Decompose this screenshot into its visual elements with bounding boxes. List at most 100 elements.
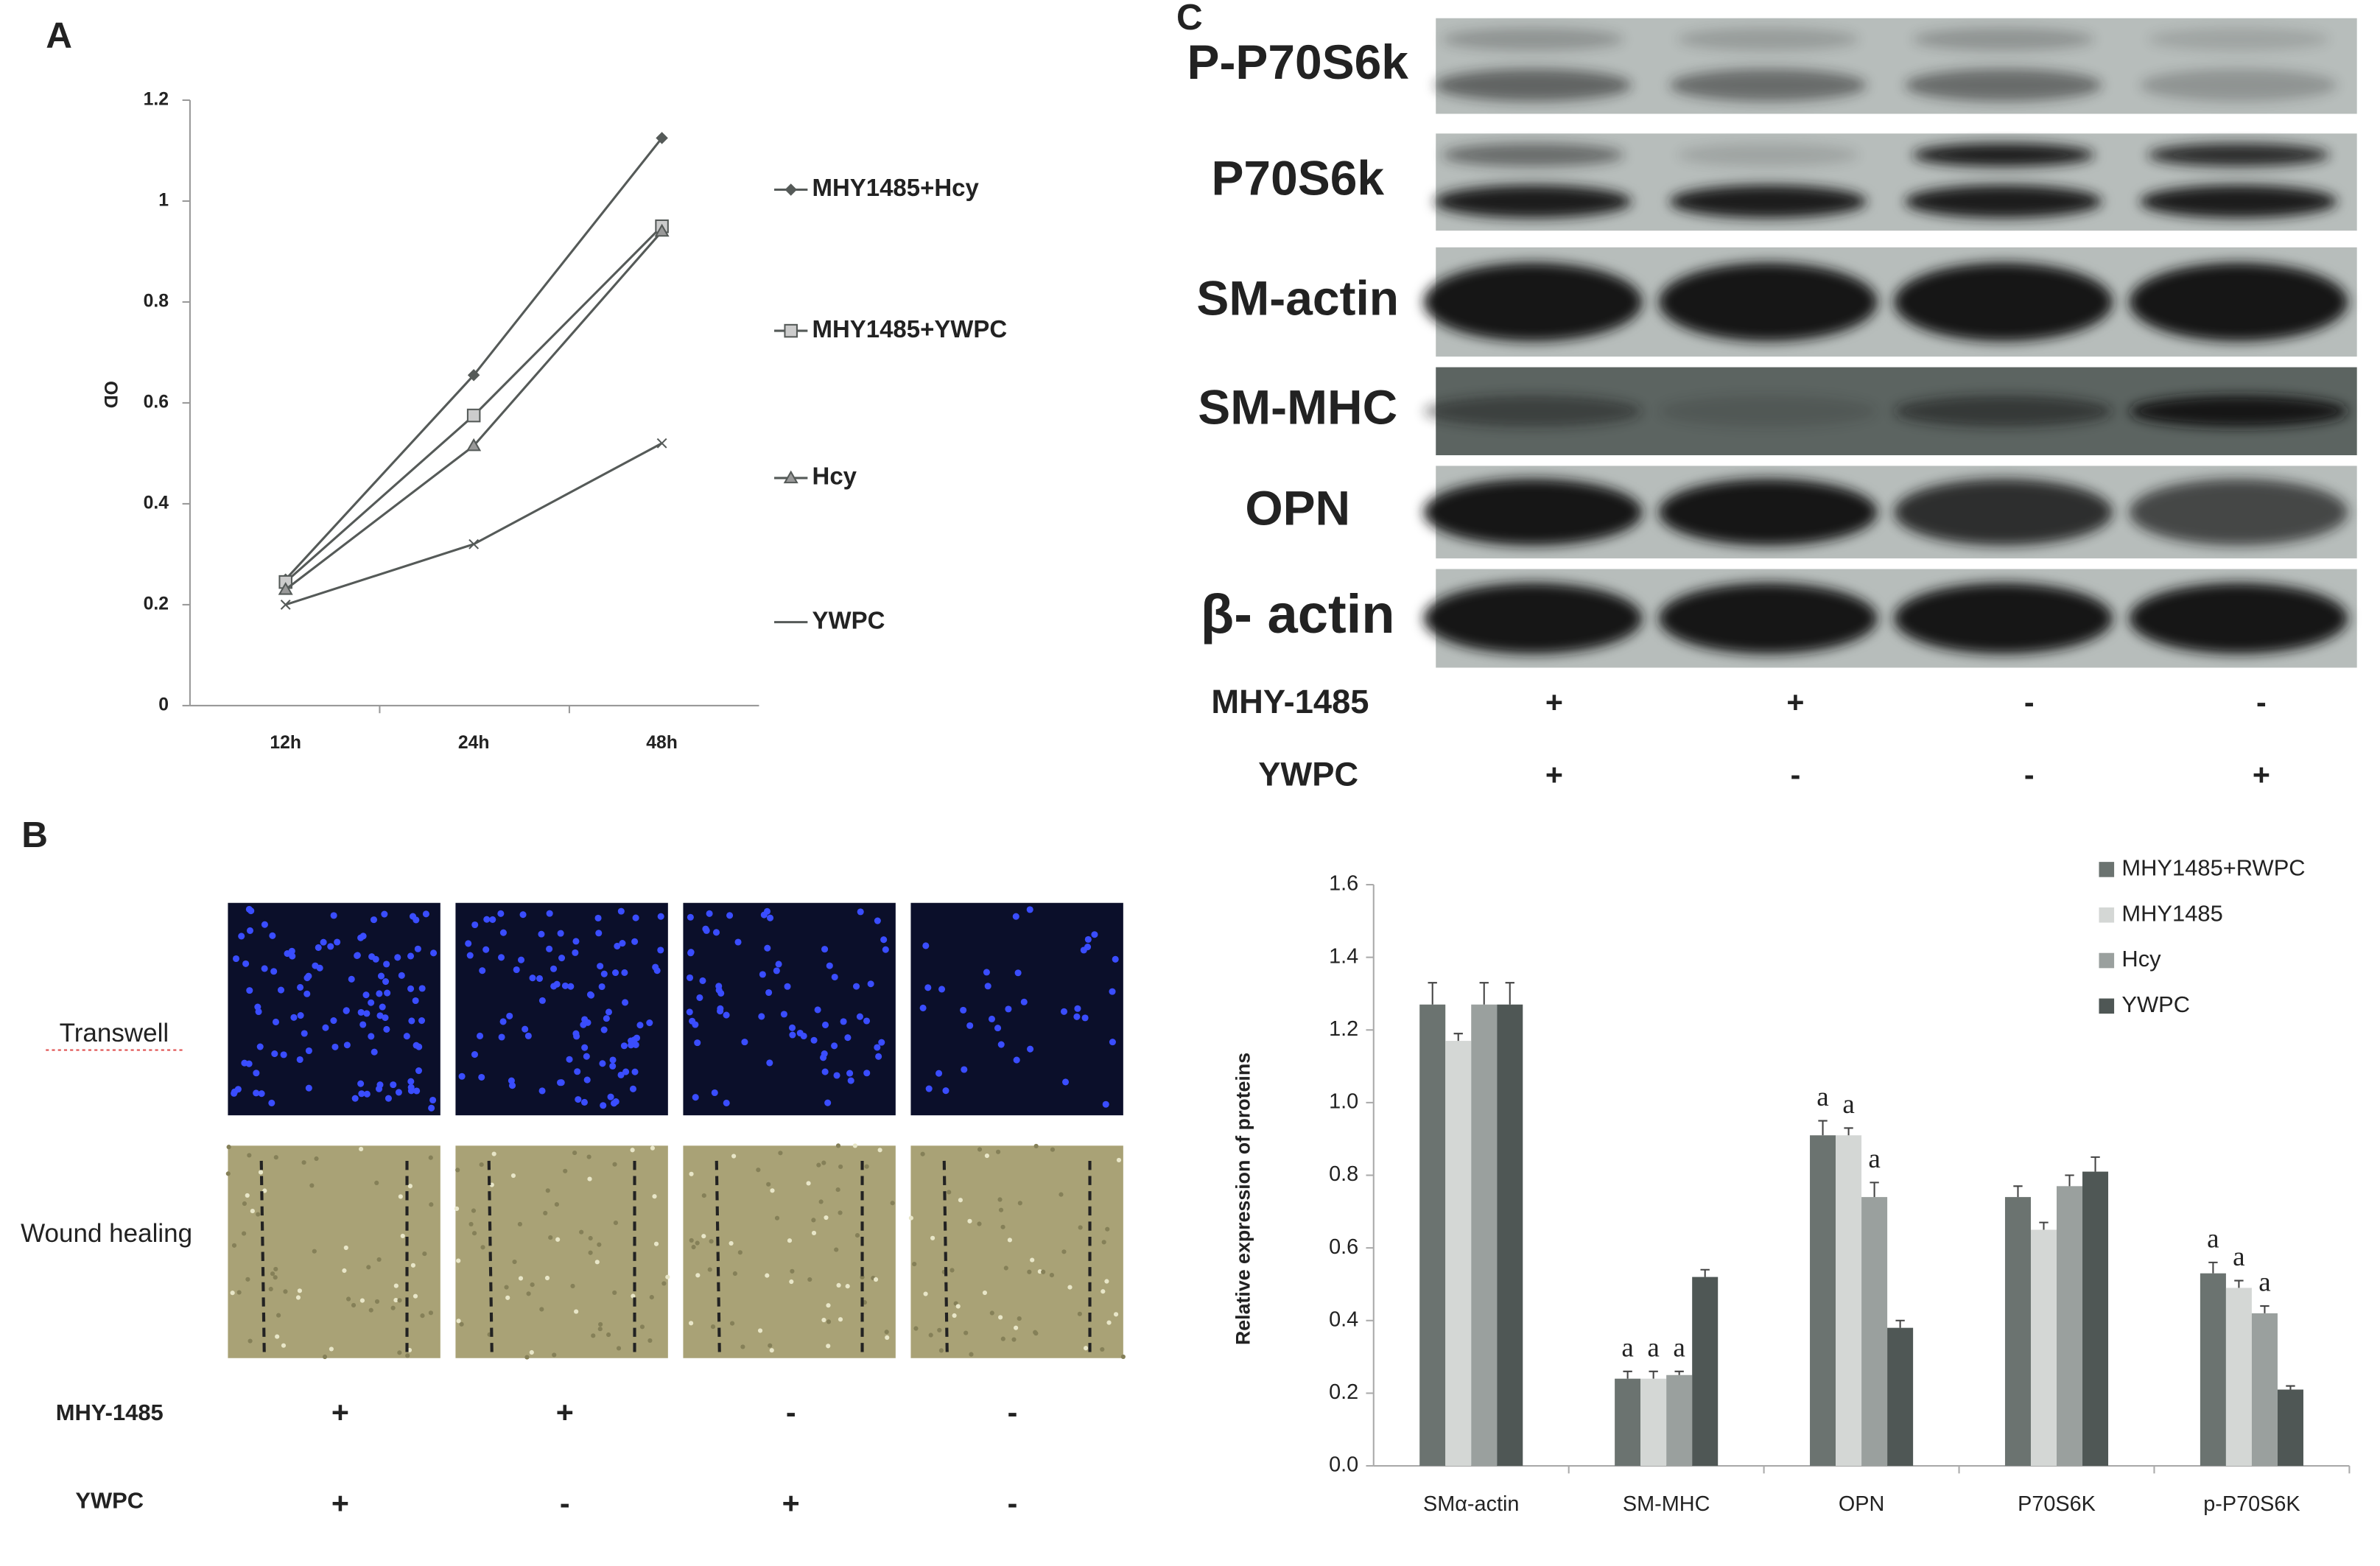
cell	[1011, 1337, 1017, 1342]
cell-nucleus	[403, 1033, 410, 1040]
cell-nucleus	[988, 1015, 996, 1022]
cell	[479, 1162, 484, 1168]
cell-nucleus	[466, 952, 474, 959]
cell	[455, 1168, 460, 1173]
blot-label: β- actin	[1201, 583, 1395, 645]
cell	[737, 1250, 743, 1255]
cell	[756, 1168, 761, 1173]
cell	[400, 1233, 405, 1239]
cell-nucleus	[238, 933, 245, 940]
legend-label: MHY1485+Hcy	[812, 174, 980, 201]
treatment-sign: -	[1008, 1395, 1018, 1429]
cell-nucleus	[407, 1078, 415, 1085]
error-bar	[1818, 1120, 1828, 1136]
cell-nucleus	[1102, 1100, 1109, 1108]
marker	[656, 132, 668, 144]
cell-nucleus	[612, 969, 619, 977]
cell	[342, 1268, 347, 1274]
y-axis-label: Relative expression of proteins	[1232, 1053, 1254, 1345]
cell-nucleus	[595, 930, 603, 937]
cell	[543, 1210, 548, 1215]
cell	[471, 1208, 477, 1213]
cell-nucleus	[758, 1013, 765, 1020]
cell	[695, 1240, 700, 1246]
bar	[2251, 1313, 2278, 1467]
cell-nucleus	[413, 1087, 421, 1095]
cell-nucleus	[1073, 1013, 1081, 1020]
cell-nucleus	[580, 1098, 588, 1106]
cell	[397, 1298, 402, 1303]
annotation: a	[2207, 1224, 2219, 1254]
cell-nucleus	[572, 1030, 580, 1037]
blot-label: OPN	[1245, 481, 1350, 536]
cell	[359, 1298, 365, 1303]
cell	[612, 1162, 617, 1167]
cell-nucleus	[734, 938, 742, 946]
cell-nucleus	[261, 965, 268, 972]
blot-band	[1904, 185, 2102, 218]
cell-nucleus	[290, 1014, 298, 1021]
cell-nucleus	[1014, 969, 1022, 977]
cell	[579, 1229, 584, 1235]
cell-nucleus	[429, 1096, 437, 1104]
cell	[374, 1180, 379, 1185]
cell-nucleus	[482, 946, 490, 953]
cell-nucleus	[253, 1070, 260, 1077]
cell	[826, 1319, 832, 1324]
bar	[2225, 1288, 2252, 1467]
wound-edge	[259, 1160, 266, 1358]
cell	[563, 1168, 568, 1173]
cell-nucleus	[415, 1067, 423, 1075]
cell	[1101, 1289, 1106, 1294]
error-bar	[1844, 1127, 1853, 1136]
cell-nucleus	[831, 1042, 838, 1050]
blot-band	[1659, 583, 1878, 654]
cell	[398, 1194, 403, 1199]
cell-nucleus	[297, 1012, 304, 1019]
cell	[574, 1309, 579, 1314]
cell-nucleus	[844, 1034, 852, 1042]
bar	[2004, 1197, 2031, 1467]
cell	[242, 1201, 248, 1207]
cell	[322, 1354, 328, 1360]
cell-nucleus	[363, 1010, 371, 1017]
cell	[471, 1231, 477, 1236]
cell-nucleus	[269, 932, 276, 939]
y-tick-label: 0	[158, 695, 169, 714]
cell	[1105, 1226, 1110, 1232]
cell-nucleus	[343, 1007, 350, 1014]
annotation: a	[1647, 1332, 1659, 1363]
wound-edge	[715, 1160, 721, 1358]
cell	[512, 1259, 517, 1265]
cell	[588, 1235, 593, 1241]
y-axis-label: OD	[100, 381, 120, 408]
y-tick-label: 1.2	[144, 89, 169, 109]
cell	[977, 1221, 982, 1226]
blot-label: P70S6k	[1211, 151, 1384, 206]
cell-nucleus	[254, 1003, 261, 1011]
cell	[588, 1250, 593, 1255]
cell-nucleus	[583, 1076, 591, 1084]
cell-nucleus	[497, 910, 505, 917]
cell-nucleus	[856, 1013, 863, 1020]
cell-nucleus	[925, 1085, 933, 1092]
cell-nucleus	[1062, 1078, 1070, 1086]
cell-nucleus	[629, 1085, 637, 1092]
cell	[766, 1181, 771, 1187]
bar	[2030, 1229, 2057, 1467]
cell-nucleus	[398, 972, 405, 979]
blot-band	[1659, 479, 1878, 546]
cell-nucleus	[857, 908, 864, 916]
cell-nucleus	[1084, 935, 1092, 943]
blot-band	[1659, 262, 1878, 342]
cell	[256, 1212, 261, 1217]
cell	[591, 1333, 596, 1338]
cell-nucleus	[513, 966, 520, 974]
row-label: Wound healing	[21, 1219, 192, 1248]
blot-band	[2129, 583, 2348, 654]
cell	[366, 1265, 371, 1270]
cell-nucleus	[1026, 906, 1033, 913]
cell-nucleus	[546, 945, 553, 952]
cell	[920, 1151, 925, 1156]
